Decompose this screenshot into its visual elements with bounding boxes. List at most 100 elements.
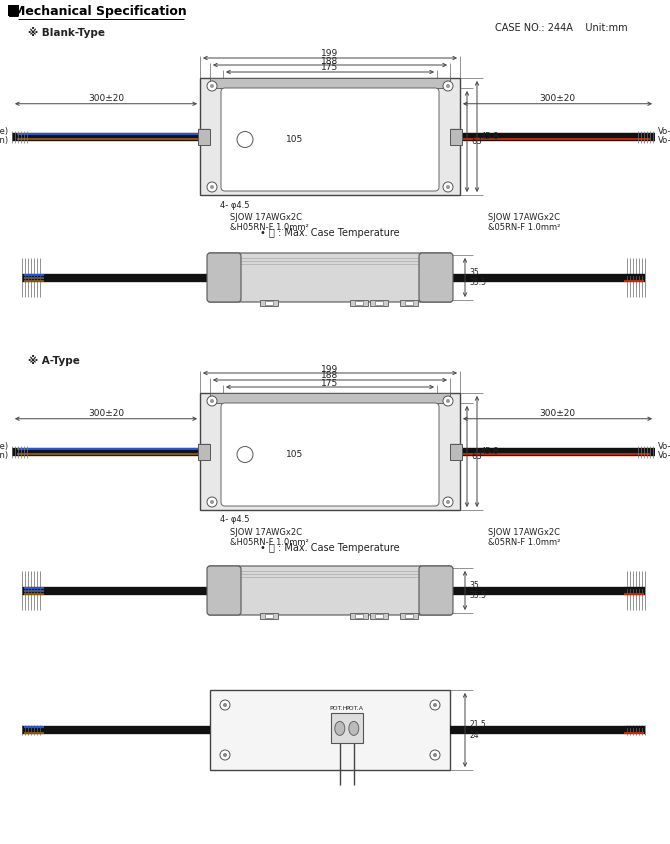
Text: Vo-(Black): Vo-(Black)	[658, 127, 670, 136]
Bar	[375, 301, 383, 305]
Text: 188: 188	[322, 371, 338, 381]
Circle shape	[443, 396, 453, 406]
Bar	[400, 613, 418, 619]
Text: Mechanical Specification: Mechanical Specification	[13, 4, 187, 18]
Text: 188: 188	[322, 57, 338, 66]
Bar	[375, 614, 383, 618]
Bar	[350, 300, 368, 306]
Circle shape	[223, 703, 227, 707]
Text: 63: 63	[471, 452, 482, 461]
Text: tc: tc	[241, 450, 249, 459]
FancyBboxPatch shape	[208, 253, 452, 302]
Text: 35
35.5: 35 35.5	[469, 268, 486, 287]
Text: 45.8: 45.8	[481, 447, 500, 456]
Text: ※ Blank-Type: ※ Blank-Type	[28, 28, 105, 39]
Bar	[210, 78, 450, 88]
Bar	[370, 300, 388, 306]
Circle shape	[446, 185, 450, 189]
Circle shape	[210, 500, 214, 504]
Bar	[200, 78, 460, 195]
FancyBboxPatch shape	[207, 253, 241, 302]
Ellipse shape	[335, 722, 345, 735]
Circle shape	[443, 182, 453, 192]
Text: SJOW 17AWGx2C
&05RN-F 1.0mm²: SJOW 17AWGx2C &05RN-F 1.0mm²	[488, 213, 560, 232]
Text: Vo+(Red): Vo+(Red)	[658, 136, 670, 145]
Bar	[370, 613, 388, 619]
Circle shape	[443, 81, 453, 91]
Text: 4- φ4.5: 4- φ4.5	[220, 201, 249, 209]
FancyBboxPatch shape	[207, 566, 241, 615]
Text: 199: 199	[322, 365, 338, 374]
Circle shape	[220, 700, 230, 710]
Circle shape	[446, 84, 450, 88]
Bar	[450, 443, 462, 459]
FancyBboxPatch shape	[221, 403, 439, 506]
Bar	[210, 690, 450, 770]
Text: AC/L(Brown): AC/L(Brown)	[0, 136, 9, 145]
Text: 199: 199	[322, 50, 338, 58]
Text: 35
35.5: 35 35.5	[469, 581, 486, 600]
Text: 21.5
24: 21.5 24	[469, 720, 486, 739]
Text: AC/N(Blue): AC/N(Blue)	[0, 127, 9, 136]
FancyBboxPatch shape	[419, 253, 453, 302]
Circle shape	[207, 81, 217, 91]
FancyBboxPatch shape	[419, 566, 453, 615]
Circle shape	[430, 700, 440, 710]
Bar	[355, 614, 363, 618]
Bar	[8, 5, 19, 16]
Ellipse shape	[349, 722, 359, 735]
Circle shape	[430, 750, 440, 760]
Text: ■: ■	[8, 4, 20, 18]
Text: 4- φ4.5: 4- φ4.5	[220, 516, 249, 524]
Text: AC/L(Brown): AC/L(Brown)	[0, 451, 9, 460]
Text: 45.8: 45.8	[481, 132, 500, 141]
Text: • Ⓢ : Max. Case Temperature: • Ⓢ : Max. Case Temperature	[260, 228, 400, 238]
Text: Vo-(Black): Vo-(Black)	[658, 442, 670, 451]
Text: 300±20: 300±20	[539, 95, 576, 103]
Bar	[355, 301, 363, 305]
Text: Vo+(Red): Vo+(Red)	[658, 451, 670, 460]
FancyBboxPatch shape	[208, 566, 452, 615]
Circle shape	[446, 399, 450, 403]
Circle shape	[237, 132, 253, 148]
Bar	[331, 713, 362, 744]
Bar	[210, 393, 450, 403]
Bar	[400, 300, 418, 306]
Text: tc: tc	[241, 135, 249, 144]
Circle shape	[207, 497, 217, 507]
Text: • Ⓢ : Max. Case Temperature: • Ⓢ : Max. Case Temperature	[260, 543, 400, 553]
Text: SJOW 17AWGx2C
&05RN-F 1.0mm²: SJOW 17AWGx2C &05RN-F 1.0mm²	[488, 528, 560, 548]
Text: 63: 63	[471, 137, 482, 146]
Bar	[265, 301, 273, 305]
Circle shape	[210, 399, 214, 403]
Text: 105: 105	[286, 450, 304, 459]
Circle shape	[210, 185, 214, 189]
Bar	[265, 614, 273, 618]
Circle shape	[446, 500, 450, 504]
Text: SJOW 17AWGx2C
&H05RN-F 1.0mm²: SJOW 17AWGx2C &H05RN-F 1.0mm²	[230, 213, 309, 232]
Circle shape	[443, 497, 453, 507]
Bar	[198, 443, 210, 459]
Text: 175: 175	[322, 378, 338, 387]
Bar	[200, 393, 460, 510]
Text: 175: 175	[322, 63, 338, 73]
Circle shape	[210, 84, 214, 88]
Bar	[405, 614, 413, 618]
Bar	[260, 613, 278, 619]
Circle shape	[207, 396, 217, 406]
Text: POT.H: POT.H	[330, 706, 348, 711]
Circle shape	[223, 753, 227, 757]
Text: 300±20: 300±20	[88, 409, 124, 419]
Text: SJOW 17AWGx2C
&H05RN-F 1.0mm²: SJOW 17AWGx2C &H05RN-F 1.0mm²	[230, 528, 309, 548]
Text: 105: 105	[286, 135, 304, 144]
Text: CASE NO.: 244A    Unit:mm: CASE NO.: 244A Unit:mm	[495, 23, 628, 33]
Text: POT.A: POT.A	[346, 706, 364, 711]
Bar	[350, 613, 368, 619]
Text: 300±20: 300±20	[539, 409, 576, 419]
Bar	[450, 128, 462, 144]
Circle shape	[237, 446, 253, 463]
Circle shape	[207, 182, 217, 192]
Text: 300±20: 300±20	[88, 95, 124, 103]
Bar	[405, 301, 413, 305]
Text: AC/N(Blue): AC/N(Blue)	[0, 442, 9, 451]
